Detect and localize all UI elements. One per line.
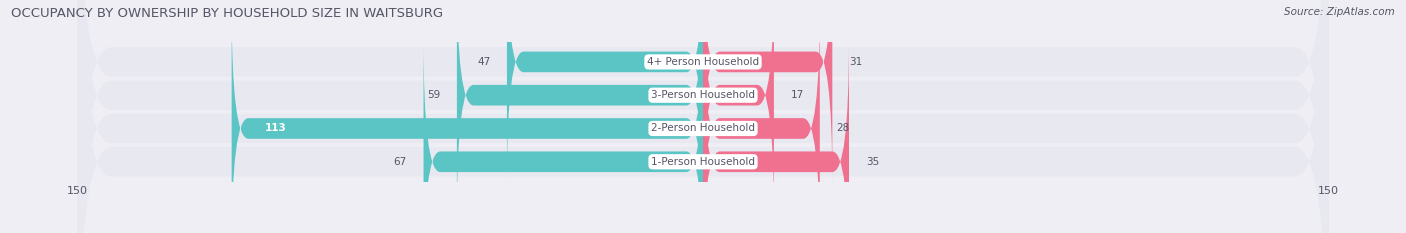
Text: 2-Person Household: 2-Person Household — [651, 123, 755, 134]
FancyBboxPatch shape — [423, 39, 703, 233]
Text: Source: ZipAtlas.com: Source: ZipAtlas.com — [1284, 7, 1395, 17]
FancyBboxPatch shape — [77, 0, 1329, 233]
FancyBboxPatch shape — [508, 0, 703, 185]
FancyBboxPatch shape — [232, 6, 703, 233]
Text: 17: 17 — [790, 90, 804, 100]
FancyBboxPatch shape — [703, 0, 773, 218]
FancyBboxPatch shape — [703, 6, 820, 233]
Text: 1-Person Household: 1-Person Household — [651, 157, 755, 167]
Text: 31: 31 — [849, 57, 862, 67]
Text: 28: 28 — [837, 123, 849, 134]
FancyBboxPatch shape — [457, 0, 703, 218]
FancyBboxPatch shape — [703, 0, 832, 185]
Text: 47: 47 — [477, 57, 491, 67]
FancyBboxPatch shape — [77, 0, 1329, 233]
Text: 3-Person Household: 3-Person Household — [651, 90, 755, 100]
FancyBboxPatch shape — [703, 39, 849, 233]
FancyBboxPatch shape — [77, 0, 1329, 233]
Text: 4+ Person Household: 4+ Person Household — [647, 57, 759, 67]
Text: 67: 67 — [394, 157, 406, 167]
Text: 59: 59 — [427, 90, 440, 100]
Text: 35: 35 — [866, 157, 879, 167]
FancyBboxPatch shape — [77, 0, 1329, 233]
Text: 113: 113 — [264, 123, 287, 134]
Text: OCCUPANCY BY OWNERSHIP BY HOUSEHOLD SIZE IN WAITSBURG: OCCUPANCY BY OWNERSHIP BY HOUSEHOLD SIZE… — [11, 7, 443, 20]
